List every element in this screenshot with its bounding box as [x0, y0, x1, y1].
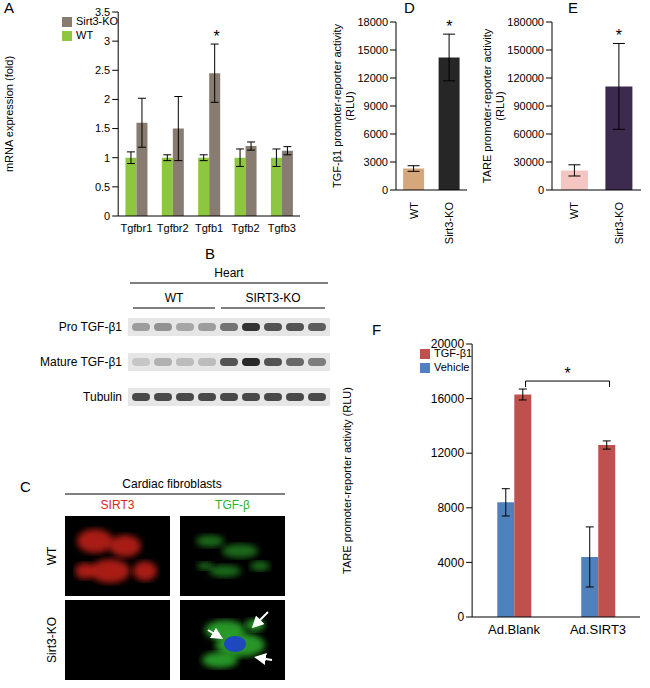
svg-text:Ad.SIRT3: Ad.SIRT3: [570, 622, 626, 637]
html-text:TARE promoter-reporter activit: TARE promoter-reporter activity (RLU): [481, 28, 506, 184]
svg-text:0: 0: [457, 610, 464, 624]
svg-text:0: 0: [538, 184, 544, 196]
html-text:Vehicle: Vehicle: [434, 361, 470, 373]
svg-text:8000: 8000: [437, 501, 464, 515]
svg-text:6000: 6000: [364, 128, 388, 140]
svg-text:150000: 150000: [507, 44, 544, 56]
svg-text:0.5: 0.5: [95, 181, 110, 193]
svg-text:Pro TGF-β1: Pro TGF-β1: [59, 320, 123, 334]
html-text:Sirt3-KO: Sirt3-KO: [76, 15, 119, 27]
html-text:TGF-β1: TGF-β1: [434, 347, 473, 359]
svg-text:B: B: [205, 245, 215, 262]
svg-text:Tgfbr1: Tgfbr1: [120, 222, 152, 234]
svg-text:WT: WT: [568, 202, 580, 219]
html-text:TARE promoter-reporter activit: TARE promoter-reporter activity (RLU): [341, 387, 353, 574]
svg-text:WT: WT: [408, 202, 420, 219]
svg-text:*: *: [564, 365, 570, 382]
svg-text:2.5: 2.5: [95, 64, 110, 76]
svg-text:2: 2: [104, 93, 110, 105]
svg-text:Heart: Heart: [214, 266, 244, 280]
svg-text:*: *: [616, 27, 622, 44]
html-text:mRNA expression (fold): mRNA expression (fold): [3, 55, 15, 173]
svg-text:3: 3: [104, 35, 110, 47]
svg-text:90000: 90000: [513, 100, 544, 112]
svg-text:16000: 16000: [431, 392, 465, 406]
svg-text:12000: 12000: [357, 72, 388, 84]
svg-text:120000: 120000: [507, 72, 544, 84]
svg-text:Sirt3-KO: Sirt3-KO: [613, 202, 625, 245]
html-text:E: E: [568, 0, 578, 16]
svg-text:4000: 4000: [437, 556, 464, 570]
svg-text:WT: WT: [165, 291, 184, 305]
svg-text:Tgfb3: Tgfb3: [268, 222, 296, 234]
svg-text:12000: 12000: [431, 446, 465, 460]
svg-text:Mature TGF-β1: Mature TGF-β1: [40, 355, 122, 369]
svg-text:Tgfbr2: Tgfbr2: [157, 222, 189, 234]
svg-text:SIRT3-KO: SIRT3-KO: [245, 291, 300, 305]
svg-text:30000: 30000: [513, 156, 544, 168]
svg-text:Ad.Blank: Ad.Blank: [488, 622, 541, 637]
svg-text:0: 0: [382, 184, 388, 196]
svg-text:Tubulin: Tubulin: [83, 390, 122, 404]
svg-text:3.5: 3.5: [95, 6, 110, 18]
html-text:A: A: [4, 0, 14, 16]
svg-text:C: C: [20, 478, 31, 495]
html-text:TGF-β1 promoter-reporter activ: TGF-β1 promoter-reporter activity (RLU): [331, 24, 356, 188]
svg-text:1: 1: [104, 152, 110, 164]
html-text:F: F: [372, 321, 382, 338]
svg-text:TGF-β: TGF-β: [215, 498, 250, 512]
svg-text:60000: 60000: [513, 128, 544, 140]
svg-text:*: *: [446, 18, 452, 35]
svg-text:0: 0: [104, 210, 110, 222]
svg-text:WT: WT: [45, 546, 59, 565]
svg-text:Cardiac fibroblasts: Cardiac fibroblasts: [122, 477, 221, 491]
html-text:WT: WT: [76, 29, 94, 41]
svg-text:Tgfb1: Tgfb1: [195, 222, 223, 234]
svg-text:3000: 3000: [364, 156, 388, 168]
html-text:D: D: [404, 0, 415, 16]
svg-text:20000: 20000: [431, 337, 465, 351]
svg-text:18000: 18000: [357, 16, 388, 28]
svg-text:9000: 9000: [364, 100, 388, 112]
svg-text:Sirt3-KO: Sirt3-KO: [45, 617, 59, 663]
svg-text:180000: 180000: [507, 16, 544, 28]
svg-text:Sirt3-KO: Sirt3-KO: [443, 202, 455, 245]
svg-text:15000: 15000: [357, 44, 388, 56]
svg-text:1.5: 1.5: [95, 122, 110, 134]
svg-text:SIRT3: SIRT3: [101, 498, 135, 512]
svg-text:Tgfb2: Tgfb2: [231, 222, 259, 234]
svg-text:*: *: [213, 28, 219, 45]
